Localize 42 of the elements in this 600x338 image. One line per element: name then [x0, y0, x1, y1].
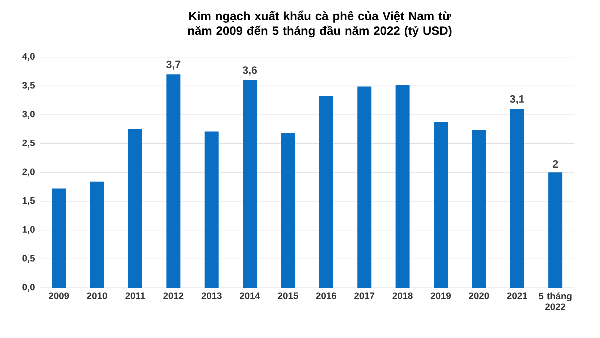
- bar: [510, 109, 524, 288]
- bar: [548, 172, 563, 288]
- bar: [166, 74, 181, 288]
- bar: [204, 132, 219, 288]
- x-tick-label: 2018: [392, 292, 413, 300]
- bar: [396, 85, 410, 288]
- bar: [319, 96, 334, 288]
- bar: [90, 182, 104, 288]
- x-tick-label: 2009: [49, 292, 70, 300]
- y-tick-label: 2,0: [22, 168, 35, 177]
- x-tick-label: 2017: [354, 292, 375, 300]
- data-label: 3,1: [510, 95, 524, 105]
- bar: [358, 86, 372, 288]
- y-tick-label: 0,5: [22, 255, 36, 264]
- y-tick-label: 0,0: [22, 284, 35, 292]
- y-tick-label: 1,0: [22, 226, 35, 234]
- data-label: 3,7: [166, 60, 181, 70]
- x-tick-label: 2011: [126, 292, 146, 300]
- x-tick-label: 2012: [164, 292, 184, 300]
- x-tick-label: 2014: [240, 292, 260, 300]
- y-tick-label: 4,0: [22, 53, 35, 62]
- bar: [128, 129, 142, 288]
- x-tick-label: 2010: [87, 292, 108, 300]
- y-tick-label: 1,5: [22, 198, 36, 206]
- y-tick-label: 3,5: [22, 82, 36, 90]
- bar: [243, 80, 258, 288]
- data-label: 3,6: [242, 66, 258, 76]
- x-tick-label: 2019: [430, 292, 452, 300]
- x-tick-label: 5 tháng 2022: [539, 292, 572, 310]
- bar: [472, 130, 486, 288]
- bar: [52, 188, 66, 288]
- x-tick-label: 2016: [316, 292, 336, 300]
- bar: [281, 133, 296, 288]
- x-tick-label: 2020: [469, 292, 490, 300]
- x-tick-label: 2015: [278, 292, 298, 300]
- x-tick-label: 2013: [202, 292, 222, 300]
- bar: [434, 122, 448, 288]
- x-tick-label: 2021: [507, 292, 528, 300]
- data-label: 2: [552, 160, 558, 168]
- y-tick-label: 2,5: [22, 140, 36, 148]
- y-tick-label: 3,0: [22, 111, 35, 119]
- chart-title: Kim ngạch xuất khẩu cà phê của Việt Nam từ năm 2009 đến 5 tháng đầu năm 2022 (tỷ USD): [188, 10, 452, 38]
